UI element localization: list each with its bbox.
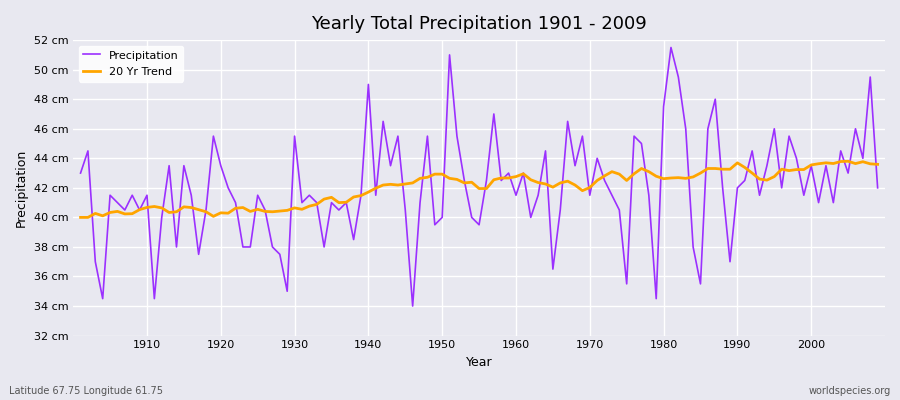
20 Yr Trend [341, 200, 352, 205]
Title: Yearly Total Precipitation 1901 - 2009: Yearly Total Precipitation 1901 - 2009 [311, 15, 647, 33]
20 Yr Trend [510, 174, 521, 179]
Precipitation [75, 171, 86, 176]
X-axis label: Year: Year [466, 356, 492, 369]
Text: Latitude 67.75 Longitude 61.75: Latitude 67.75 Longitude 61.75 [9, 386, 163, 396]
Line: 20 Yr Trend: 20 Yr Trend [80, 161, 878, 217]
Precipitation [666, 45, 677, 50]
20 Yr Trend [75, 215, 86, 220]
Precipitation [872, 186, 883, 190]
Precipitation [408, 304, 418, 308]
Precipitation [607, 193, 617, 198]
20 Yr Trend [872, 162, 883, 167]
Precipitation [297, 200, 308, 205]
Y-axis label: Precipitation: Precipitation [15, 149, 28, 227]
20 Yr Trend [503, 176, 514, 180]
Precipitation [341, 200, 352, 205]
Line: Precipitation: Precipitation [80, 48, 878, 306]
20 Yr Trend [599, 174, 610, 178]
20 Yr Trend [297, 207, 308, 212]
Legend: Precipitation, 20 Yr Trend: Precipitation, 20 Yr Trend [78, 46, 183, 82]
20 Yr Trend [134, 207, 145, 212]
Precipitation [518, 171, 529, 176]
20 Yr Trend [842, 159, 853, 164]
Precipitation [134, 208, 145, 212]
Precipitation [510, 193, 521, 198]
Text: worldspecies.org: worldspecies.org [809, 386, 891, 396]
